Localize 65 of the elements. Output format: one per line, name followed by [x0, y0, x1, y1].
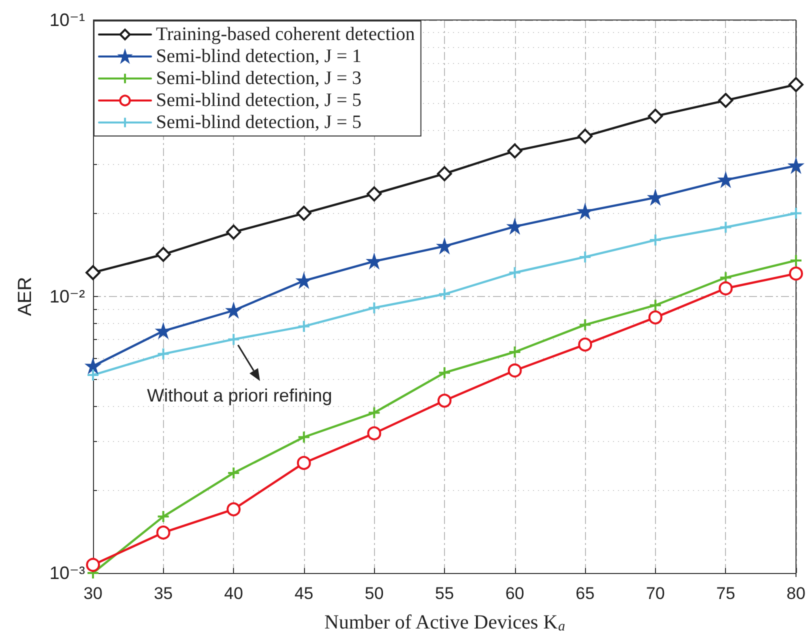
point: [508, 345, 522, 358]
point: [578, 204, 592, 218]
point: [366, 186, 382, 202]
point: [86, 558, 100, 572]
legend-label: Semi-blind detection, J = 3: [156, 68, 362, 89]
x-tick-label: 45: [294, 584, 314, 603]
x-tick-label: 80: [786, 584, 806, 603]
point: [156, 347, 170, 360]
point: [156, 246, 171, 262]
point: [507, 143, 522, 158]
point: [86, 368, 100, 382]
point: [578, 250, 592, 264]
point: [438, 366, 451, 380]
point: [508, 266, 522, 280]
point: [578, 318, 592, 332]
point: [156, 510, 170, 524]
point: [718, 281, 733, 296]
annotation: Without a priori refining: [147, 385, 332, 406]
y-axis-title: AER: [15, 276, 36, 316]
point: [296, 456, 311, 470]
point: [297, 320, 310, 333]
point: [296, 206, 312, 221]
point: [438, 394, 452, 408]
x-tick-label: 40: [224, 584, 244, 603]
point: [227, 466, 240, 480]
point: [508, 363, 522, 378]
x-tick-label: 55: [435, 584, 454, 603]
point: [227, 304, 240, 317]
point: [156, 526, 170, 540]
x-tick-label: 35: [154, 584, 173, 603]
point: [437, 166, 452, 182]
point: [648, 108, 663, 124]
point: [578, 338, 592, 352]
legend-label: Semi-blind detection, J = 5: [156, 112, 362, 133]
point: [368, 301, 381, 314]
point: [648, 310, 662, 324]
point: [227, 332, 240, 346]
point: [719, 220, 732, 234]
y-tick-label: 10⁻¹: [49, 10, 85, 30]
x-tick-label: 30: [84, 584, 102, 603]
point: [790, 206, 802, 220]
x-tick-label: 65: [576, 584, 595, 603]
point: [367, 426, 382, 440]
point: [578, 128, 593, 144]
point: [226, 224, 242, 240]
point: [368, 406, 381, 420]
point: [297, 430, 310, 444]
y-tick-label: 10⁻³: [49, 563, 85, 583]
point: [789, 266, 803, 281]
point: [438, 288, 451, 301]
point: [788, 77, 804, 92]
y-tick-label: 10⁻²: [49, 286, 85, 306]
point: [86, 265, 100, 280]
point: [648, 234, 662, 247]
x-tick-label: 50: [364, 584, 384, 603]
x-tick-label: 75: [716, 584, 736, 603]
legend-label: Training-based coherent detection: [156, 24, 416, 45]
point: [718, 92, 734, 108]
x-tick-label: 60: [505, 584, 524, 603]
point: [790, 254, 802, 267]
point: [226, 502, 241, 516]
legend-label: Semi-blind detection, J = 1: [156, 46, 362, 67]
legend-label: Semi-blind detection, J = 5: [156, 90, 362, 111]
x-tick-label: 70: [646, 584, 665, 603]
point: [648, 298, 662, 312]
